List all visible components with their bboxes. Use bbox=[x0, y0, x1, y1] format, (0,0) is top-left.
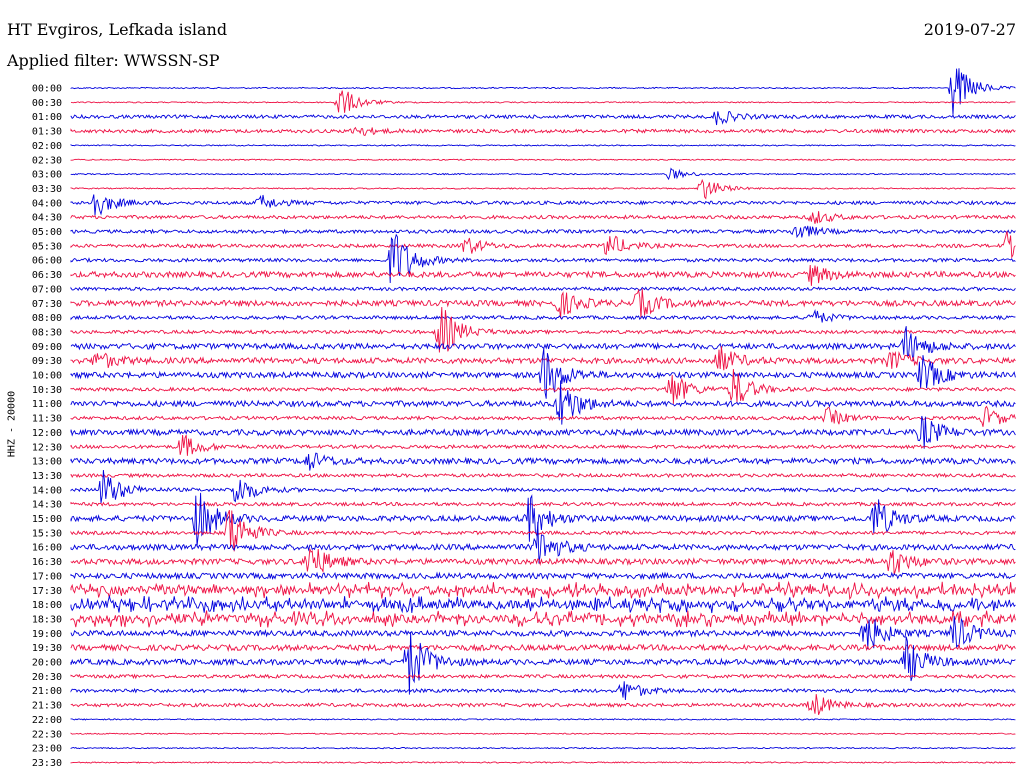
trace-1230 bbox=[70, 434, 1016, 456]
row-time-label: 14:00 bbox=[32, 485, 62, 496]
row-time-label: 11:00 bbox=[32, 399, 62, 410]
trace-0230 bbox=[70, 158, 1016, 161]
row-time-label: 07:30 bbox=[32, 299, 62, 310]
row-time-label: 03:30 bbox=[32, 184, 62, 195]
row-time-label: 11:30 bbox=[32, 414, 62, 425]
trace-1630 bbox=[70, 548, 1016, 576]
row-time-label: 17:30 bbox=[32, 586, 62, 597]
filter-label: Applied filter: WWSSN-SP bbox=[7, 51, 220, 70]
row-time-label: 04:00 bbox=[32, 198, 62, 209]
row-time-label: 08:00 bbox=[32, 313, 62, 324]
trace-1700 bbox=[70, 571, 1016, 581]
row-time-label: 22:30 bbox=[32, 729, 62, 740]
trace-1600 bbox=[70, 521, 1016, 564]
row-time-label: 09:30 bbox=[32, 356, 62, 367]
row-time-label: 23:30 bbox=[32, 758, 62, 769]
trace-2300 bbox=[70, 746, 1016, 750]
row-time-label: 20:00 bbox=[32, 658, 62, 669]
row-time-label: 00:30 bbox=[32, 98, 62, 109]
trace-1400 bbox=[70, 469, 1016, 504]
row-time-label: 12:30 bbox=[32, 442, 62, 453]
trace-0300 bbox=[70, 167, 1016, 181]
row-time-label: 06:00 bbox=[32, 256, 62, 267]
row-time-label: 12:00 bbox=[32, 428, 62, 439]
trace-1200 bbox=[70, 415, 1016, 449]
trace-2000 bbox=[70, 631, 1016, 695]
trace-0730 bbox=[70, 288, 1016, 319]
row-time-label: 01:00 bbox=[32, 112, 62, 123]
row-time-label: 07:00 bbox=[32, 284, 62, 295]
row-time-label: 17:00 bbox=[32, 571, 62, 582]
row-time-label: 18:30 bbox=[32, 614, 62, 625]
trace-0030 bbox=[70, 90, 1016, 113]
row-time-label: 15:30 bbox=[32, 528, 62, 539]
trace-0130 bbox=[70, 126, 1016, 137]
trace-0530 bbox=[70, 231, 1016, 259]
row-time-label: 18:00 bbox=[32, 600, 62, 611]
row-time-label: 16:30 bbox=[32, 557, 62, 568]
row-time-label: 22:00 bbox=[32, 715, 62, 726]
trace-0430 bbox=[70, 211, 1016, 224]
row-time-label: 04:30 bbox=[32, 213, 62, 224]
row-time-label: 16:00 bbox=[32, 543, 62, 554]
trace-0330 bbox=[70, 178, 1016, 200]
row-time-label: 03:00 bbox=[32, 170, 62, 181]
trace-0100 bbox=[70, 110, 1016, 126]
trace-1730 bbox=[70, 580, 1016, 601]
row-time-label: 05:30 bbox=[32, 241, 62, 252]
trace-0600 bbox=[70, 233, 1016, 284]
trace-1800 bbox=[70, 594, 1016, 614]
row-time-label: 00:00 bbox=[32, 84, 62, 95]
row-time-label: 19:30 bbox=[32, 643, 62, 654]
row-time-label: 10:00 bbox=[32, 371, 62, 382]
row-time-label: 13:30 bbox=[32, 471, 62, 482]
trace-0000 bbox=[70, 68, 1016, 115]
row-time-label: 20:30 bbox=[32, 672, 62, 683]
trace-0800 bbox=[70, 308, 1016, 323]
row-time-label: 02:00 bbox=[32, 141, 62, 152]
trace-1030 bbox=[70, 368, 1016, 404]
row-time-label: 05:00 bbox=[32, 227, 62, 238]
trace-1830 bbox=[70, 610, 1016, 628]
trace-1300 bbox=[70, 452, 1016, 471]
trace-1000 bbox=[70, 347, 1016, 399]
row-time-label: 09:00 bbox=[32, 342, 62, 353]
row-time-label: 10:30 bbox=[32, 385, 62, 396]
trace-2330 bbox=[70, 761, 1016, 764]
trace-1100 bbox=[70, 380, 1016, 425]
trace-1930 bbox=[70, 643, 1016, 653]
trace-1500 bbox=[70, 492, 1016, 547]
trace-2100 bbox=[70, 681, 1016, 701]
trace-2030 bbox=[70, 673, 1016, 680]
trace-1430 bbox=[70, 501, 1016, 508]
row-time-label: 06:30 bbox=[32, 270, 62, 281]
row-time-label: 21:00 bbox=[32, 686, 62, 697]
row-time-label: 01:30 bbox=[32, 127, 62, 138]
trace-2200 bbox=[70, 718, 1016, 721]
trace-2130 bbox=[70, 694, 1016, 715]
trace-0200 bbox=[70, 144, 1016, 147]
trace-0700 bbox=[70, 286, 1016, 292]
row-time-label: 14:30 bbox=[32, 500, 62, 511]
row-time-label: 21:30 bbox=[32, 701, 62, 712]
trace-1330 bbox=[70, 472, 1016, 479]
row-time-label: 19:00 bbox=[32, 629, 62, 640]
trace-0500 bbox=[70, 225, 1016, 239]
trace-0630 bbox=[70, 264, 1016, 286]
trace-1900 bbox=[70, 615, 1016, 650]
trace-2230 bbox=[70, 732, 1016, 735]
station-title: HT Evgiros, Lefkada island bbox=[7, 20, 228, 39]
row-time-label: 08:30 bbox=[32, 327, 62, 338]
trace-0900 bbox=[70, 326, 1016, 362]
record-date: 2019-07-27 bbox=[923, 20, 1016, 39]
trace-1130 bbox=[70, 405, 1016, 427]
row-time-label: 13:00 bbox=[32, 457, 62, 468]
row-time-label: 23:00 bbox=[32, 744, 62, 755]
trace-0400 bbox=[70, 194, 1016, 216]
row-time-label: 15:00 bbox=[32, 514, 62, 525]
trace-0830 bbox=[70, 306, 1016, 353]
trace-1530 bbox=[70, 509, 1016, 552]
row-time-label: 02:30 bbox=[32, 155, 62, 166]
